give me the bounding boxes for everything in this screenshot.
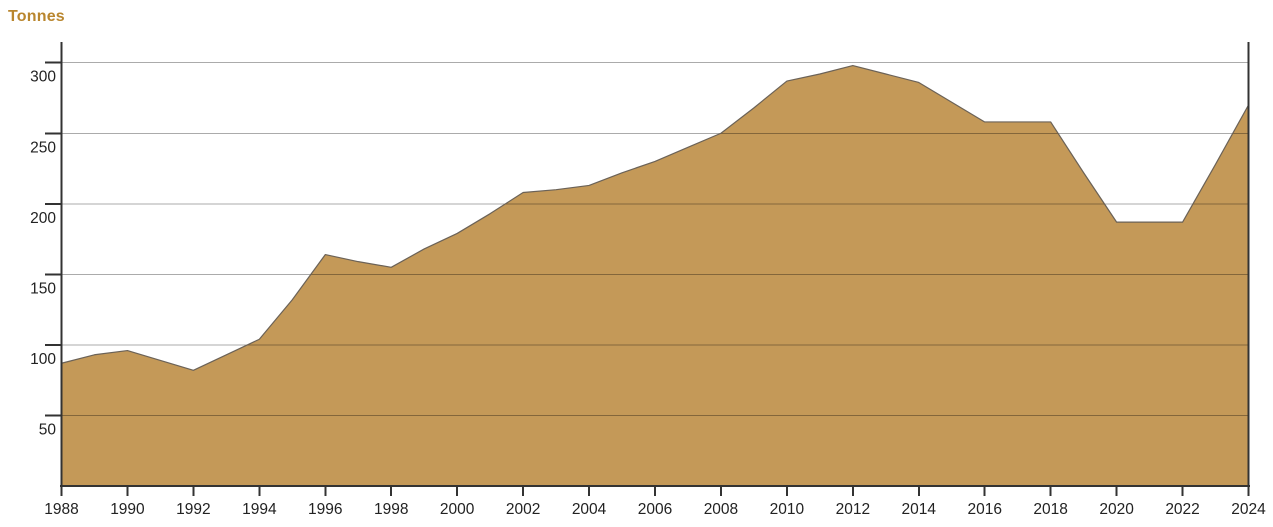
x-tick-label: 1990 [110, 501, 145, 518]
y-axis-title: Tonnes [8, 8, 65, 25]
x-tick-label: 1992 [176, 501, 210, 518]
x-tick-label: 2010 [770, 501, 805, 518]
y-tick-label: 100 [30, 351, 56, 368]
x-tick-label: 1988 [44, 501, 78, 518]
x-tick-label: 2004 [572, 501, 607, 518]
x-tick-label: 2022 [1165, 501, 1199, 518]
y-tick-label: 250 [30, 139, 56, 156]
x-tick-label: 2002 [506, 501, 540, 518]
area-outline [61, 64, 1250, 371]
y-tick-label: 200 [30, 210, 56, 227]
x-tick-label: 2006 [638, 501, 672, 518]
y-tick-label: 300 [30, 69, 56, 86]
x-tick-label: 1996 [308, 501, 342, 518]
x-tick-label: 2016 [967, 501, 1001, 518]
x-tick-label: 2020 [1099, 501, 1134, 518]
x-tick-label: 1994 [242, 501, 277, 518]
x-tick-label: 2024 [1231, 501, 1266, 518]
x-tick-label: 1998 [374, 501, 408, 518]
x-tick-label: 2012 [836, 501, 870, 518]
y-tick-label: 150 [30, 280, 56, 297]
area-fill [61, 65, 1249, 486]
x-tick-label: 2018 [1033, 501, 1067, 518]
x-tick-label: 2008 [704, 501, 738, 518]
x-tick-label: 2000 [440, 501, 475, 518]
x-tick-label: 2014 [902, 501, 937, 518]
y-tick-label: 50 [39, 421, 57, 438]
